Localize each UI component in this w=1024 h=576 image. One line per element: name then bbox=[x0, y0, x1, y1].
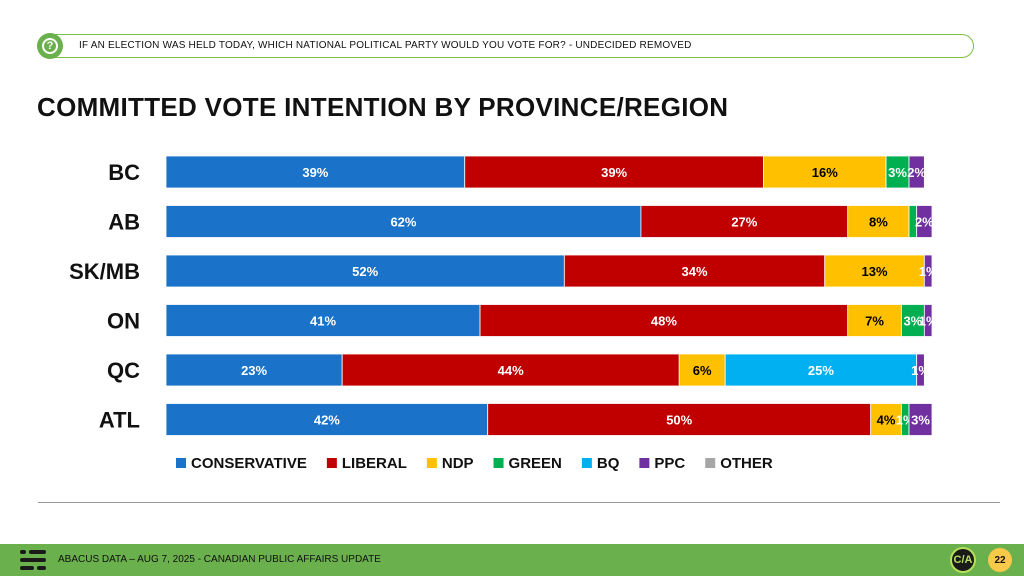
bar-on-liberal bbox=[479, 304, 849, 337]
category-label-bc: BC bbox=[108, 160, 140, 185]
abacus-logo-icon bbox=[20, 550, 46, 570]
bar-atl-ndp bbox=[870, 403, 902, 436]
bar-bc-ndp bbox=[763, 155, 887, 189]
data-label-ab-conservative: 62% bbox=[390, 215, 416, 230]
legend-label-ndp: NDP bbox=[442, 455, 474, 472]
legend-swatch-ppc bbox=[639, 458, 650, 468]
data-label-bc-ppc: 2% bbox=[907, 165, 926, 180]
bar-bc-liberal bbox=[464, 155, 764, 189]
data-label-bc-liberal: 39% bbox=[601, 165, 627, 180]
footer: ABACUS DATA – AUG 7, 2025 - CANADIAN PUB… bbox=[0, 544, 1024, 576]
category-label-sk-mb: SK/MB bbox=[69, 259, 140, 284]
category-label-on: ON bbox=[107, 309, 140, 334]
bar-sk-mb-liberal bbox=[563, 254, 826, 288]
question-banner: ? IF AN ELECTION WAS HELD TODAY, WHICH N… bbox=[37, 33, 974, 59]
bar-ab-ppc bbox=[916, 205, 933, 238]
bar-atl-conservative bbox=[165, 403, 489, 436]
legend-swatch-other bbox=[705, 458, 716, 468]
data-label-qc-ndp: 6% bbox=[693, 363, 712, 378]
data-label-sk-mb-ppc: 1% bbox=[919, 264, 938, 279]
brand-badge: C/A bbox=[950, 547, 976, 573]
legend-label-other: OTHER bbox=[720, 455, 773, 472]
legend-swatch-liberal bbox=[326, 458, 337, 468]
data-label-on-liberal: 48% bbox=[651, 314, 677, 329]
data-label-qc-ppc: 1% bbox=[911, 363, 930, 378]
bar-bc-ppc bbox=[908, 155, 925, 189]
bar-bc-conservative bbox=[165, 155, 466, 189]
data-label-bc-ndp: 16% bbox=[812, 165, 838, 180]
question-text: IF AN ELECTION WAS HELD TODAY, WHICH NAT… bbox=[79, 40, 692, 51]
category-label-ab: AB bbox=[108, 210, 140, 235]
data-label-on-conservative: 41% bbox=[310, 314, 336, 329]
data-label-ab-ndp: 8% bbox=[869, 215, 888, 230]
category-label-atl: ATL bbox=[99, 408, 140, 433]
bar-qc-ndp bbox=[678, 353, 726, 387]
bar-sk-mb-ppc bbox=[923, 254, 933, 288]
category-label-qc: QC bbox=[107, 358, 140, 383]
legend-label-conservative: CONSERVATIVE bbox=[191, 455, 307, 472]
legend-label-ppc: PPC bbox=[654, 455, 685, 472]
data-label-ab-ppc: 2% bbox=[915, 215, 934, 230]
bar-on-ppc bbox=[923, 304, 933, 337]
bar-qc-bq bbox=[724, 353, 918, 387]
legend-label-green: GREEN bbox=[509, 455, 562, 472]
bar-qc-liberal bbox=[341, 353, 680, 387]
bar-atl-liberal bbox=[487, 403, 872, 436]
page-number: 22 bbox=[988, 548, 1012, 572]
bar-ab-ndp bbox=[847, 205, 910, 238]
bar-ab-liberal bbox=[640, 205, 849, 238]
bar-qc-ppc bbox=[916, 353, 925, 387]
data-label-on-green: 3% bbox=[903, 314, 922, 329]
legend-label-liberal: LIBERAL bbox=[342, 455, 407, 472]
data-label-atl-liberal: 50% bbox=[666, 413, 692, 428]
data-label-on-ndp: 7% bbox=[865, 314, 884, 329]
bar-ab-conservative bbox=[165, 205, 642, 238]
data-label-sk-mb-conservative: 52% bbox=[352, 264, 378, 279]
data-label-qc-liberal: 44% bbox=[498, 363, 524, 378]
data-label-atl-ppc: 3% bbox=[911, 413, 930, 428]
data-label-bc-conservative: 39% bbox=[302, 165, 328, 180]
bar-sk-mb-ndp bbox=[824, 254, 925, 288]
question-icon: ? bbox=[37, 33, 63, 59]
data-label-atl-ndp: 4% bbox=[877, 413, 896, 428]
legend-swatch-ndp bbox=[426, 458, 437, 468]
legend-label-bq: BQ bbox=[597, 455, 620, 472]
legend-swatch-green bbox=[493, 458, 504, 468]
bar-atl-ppc bbox=[908, 403, 933, 436]
data-label-bc-green: 3% bbox=[888, 165, 907, 180]
legend-swatch-bq bbox=[581, 458, 592, 468]
data-label-sk-mb-liberal: 34% bbox=[682, 264, 708, 279]
divider bbox=[38, 502, 1000, 503]
data-label-ab-liberal: 27% bbox=[731, 215, 757, 230]
data-label-atl-conservative: 42% bbox=[314, 413, 340, 428]
data-label-qc-bq: 25% bbox=[808, 363, 834, 378]
data-label-qc-conservative: 23% bbox=[241, 363, 267, 378]
data-label-sk-mb-ndp: 13% bbox=[862, 264, 888, 279]
footer-text: ABACUS DATA – AUG 7, 2025 - CANADIAN PUB… bbox=[58, 554, 381, 565]
page-title: COMMITTED VOTE INTENTION BY PROVINCE/REG… bbox=[37, 92, 729, 122]
stacked-bar-chart: BC 39% 39% 16% 3% 2%AB 62% 27% 8% 2%SK/MB 52% 34% 13… bbox=[69, 155, 938, 472]
data-label-on-ppc: 1% bbox=[919, 314, 938, 329]
legend-swatch-conservative bbox=[176, 458, 186, 468]
bar-on-ndp bbox=[847, 304, 902, 337]
